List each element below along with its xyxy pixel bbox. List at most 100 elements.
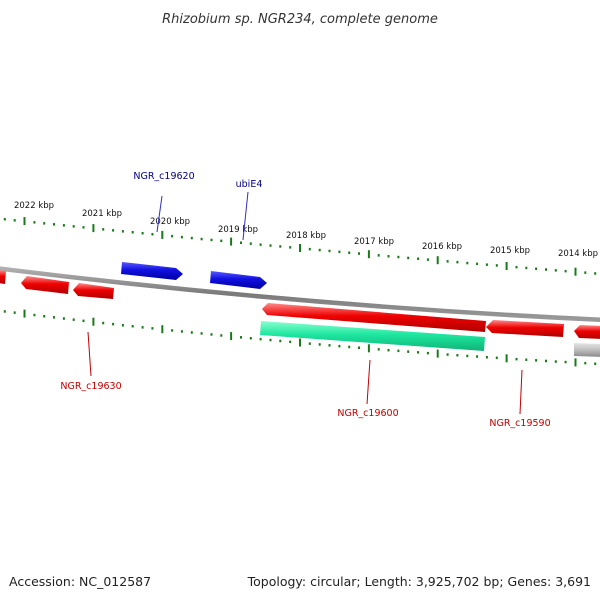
gene-NGR-c19620[interactable] bbox=[121, 262, 183, 280]
map-title: Rhizobium sp. NGR234, complete genome bbox=[162, 12, 438, 27]
gene-label-NGR-c19620[interactable]: NGR_c19620 bbox=[133, 171, 194, 182]
outer-scale-minor-tick bbox=[387, 255, 390, 258]
outer-scale-minor-tick bbox=[397, 255, 400, 259]
leader-lines bbox=[87, 191, 523, 415]
outer-scale-minor-tick bbox=[377, 254, 380, 257]
outer-scale-minor-tick bbox=[554, 269, 557, 272]
inner-scale-minor-tick bbox=[535, 359, 538, 362]
inner-scale-ticks bbox=[3, 309, 597, 367]
outer-scale-minor-tick bbox=[180, 235, 183, 239]
outer-scale-minor-tick bbox=[53, 223, 55, 226]
outer-scale-major-tick bbox=[299, 244, 301, 252]
inner-scale-minor-tick bbox=[240, 336, 242, 339]
outer-scale-minor-tick bbox=[171, 234, 174, 238]
gene-label-NGR-c19600[interactable]: NGR_c19600 bbox=[337, 408, 398, 419]
scale-label-2017: 2017 kbp bbox=[354, 237, 394, 247]
inner-scale-minor-tick bbox=[43, 315, 46, 318]
outer-scale-minor-tick bbox=[446, 260, 449, 263]
inner-scale-minor-tick bbox=[210, 333, 213, 336]
inner-scale-minor-tick bbox=[269, 338, 272, 342]
outer-scale-major-tick bbox=[161, 230, 164, 239]
inner-scale-minor-tick bbox=[554, 360, 557, 363]
outer-scale-minor-tick bbox=[358, 252, 360, 255]
outer-scale-minor-tick bbox=[564, 269, 567, 273]
inner-scale-minor-tick bbox=[72, 318, 75, 321]
inner-scale-minor-tick bbox=[102, 321, 105, 325]
inner-scale-minor-tick bbox=[407, 350, 410, 353]
outer-scale-minor-tick bbox=[249, 242, 252, 245]
outer-scale-minor-tick bbox=[289, 246, 292, 249]
outer-scale-ticks bbox=[3, 217, 597, 276]
scale-label-2019: 2019 kbp bbox=[218, 225, 258, 235]
gene-grey-edge[interactable] bbox=[574, 343, 600, 357]
outer-scale-minor-tick bbox=[318, 248, 321, 252]
outer-scale-minor-tick bbox=[338, 250, 341, 254]
gene-NGR-c19600-red[interactable] bbox=[262, 303, 486, 332]
scale-label-2018: 2018 kbp bbox=[286, 231, 326, 241]
inner-scale-minor-tick bbox=[328, 344, 331, 347]
leader-ubiE4 bbox=[242, 191, 249, 241]
inner-scale-minor-tick bbox=[121, 324, 124, 327]
outer-scale-minor-tick bbox=[82, 226, 85, 229]
gene-label-NGR-c19590[interactable]: NGR_c19590 bbox=[489, 418, 550, 429]
gene-right-edge[interactable] bbox=[574, 325, 600, 339]
outer-scale-minor-tick bbox=[407, 256, 410, 260]
inner-scale-minor-tick bbox=[112, 322, 115, 326]
scale-label-2016: 2016 kbp bbox=[422, 242, 462, 252]
gene-NGR-c19600-rna[interactable] bbox=[260, 321, 485, 351]
reverse-genes bbox=[0, 270, 600, 339]
inner-scale-minor-tick bbox=[3, 310, 6, 313]
inner-scale-major-tick bbox=[574, 358, 577, 367]
outer-scale-major-tick bbox=[367, 250, 370, 259]
outer-scale-minor-tick bbox=[112, 229, 115, 232]
gene-label-NGR-c19630[interactable]: NGR_c19630 bbox=[60, 381, 121, 392]
inner-scale-minor-tick bbox=[476, 355, 479, 358]
genome-summary-text: Topology: circular; Length: 3,925,702 bp… bbox=[247, 574, 591, 589]
outer-scale-minor-tick bbox=[220, 239, 223, 243]
leader-NGR-c19590 bbox=[519, 369, 523, 415]
outer-scale-minor-tick bbox=[308, 247, 311, 251]
outer-scale-minor-tick bbox=[485, 263, 488, 266]
outer-scale-minor-tick bbox=[594, 272, 597, 275]
gene-ubiE4[interactable] bbox=[210, 271, 267, 289]
genome-backbone bbox=[0, 266, 600, 323]
gene-NGR-c19590[interactable] bbox=[486, 320, 564, 337]
inner-scale-minor-tick bbox=[259, 337, 262, 341]
inner-scale-major-tick bbox=[299, 338, 301, 347]
gene-left-2[interactable] bbox=[21, 276, 69, 294]
gene-NGR-c19630[interactable] bbox=[73, 283, 114, 299]
outer-scale-minor-tick bbox=[417, 257, 420, 260]
outer-scale-minor-tick bbox=[210, 238, 213, 242]
gene-label-ubiE4[interactable]: ubiE4 bbox=[236, 179, 263, 190]
inner-scale-minor-tick bbox=[485, 356, 488, 359]
inner-scale-minor-tick bbox=[308, 342, 311, 345]
outer-scale-minor-tick bbox=[545, 268, 547, 271]
inner-scale-minor-tick bbox=[545, 359, 547, 363]
inner-scale-minor-tick bbox=[594, 362, 597, 365]
inner-scale-minor-tick bbox=[13, 311, 16, 314]
outer-scale-major-tick bbox=[574, 267, 577, 276]
leader-NGR-c19600 bbox=[366, 359, 371, 405]
inner-scale-minor-tick bbox=[141, 326, 144, 329]
outer-scale-minor-tick bbox=[269, 244, 272, 247]
inner-scale-minor-tick bbox=[525, 358, 528, 361]
inner-scale-minor-tick bbox=[584, 361, 587, 365]
inner-scale-minor-tick bbox=[456, 354, 459, 357]
outer-scale-minor-tick bbox=[141, 232, 144, 235]
inner-scale-minor-tick bbox=[220, 334, 223, 337]
outer-scale-minor-tick bbox=[131, 231, 134, 234]
leader-NGR-c19630 bbox=[87, 331, 92, 377]
outer-scale-minor-tick bbox=[584, 271, 587, 274]
gene-left-edge[interactable] bbox=[0, 270, 6, 284]
outer-scale-minor-tick bbox=[535, 267, 538, 270]
inner-scale-minor-tick bbox=[289, 340, 292, 344]
outer-scale-major-tick bbox=[505, 262, 508, 270]
inner-scale-minor-tick bbox=[564, 360, 567, 364]
inner-scale-minor-tick bbox=[387, 348, 390, 352]
forward-genes bbox=[121, 262, 267, 289]
outer-scale-minor-tick bbox=[476, 262, 479, 266]
inner-scale-minor-tick bbox=[466, 354, 469, 358]
inner-scale-minor-tick bbox=[358, 346, 360, 349]
inner-scale-minor-tick bbox=[200, 332, 203, 335]
